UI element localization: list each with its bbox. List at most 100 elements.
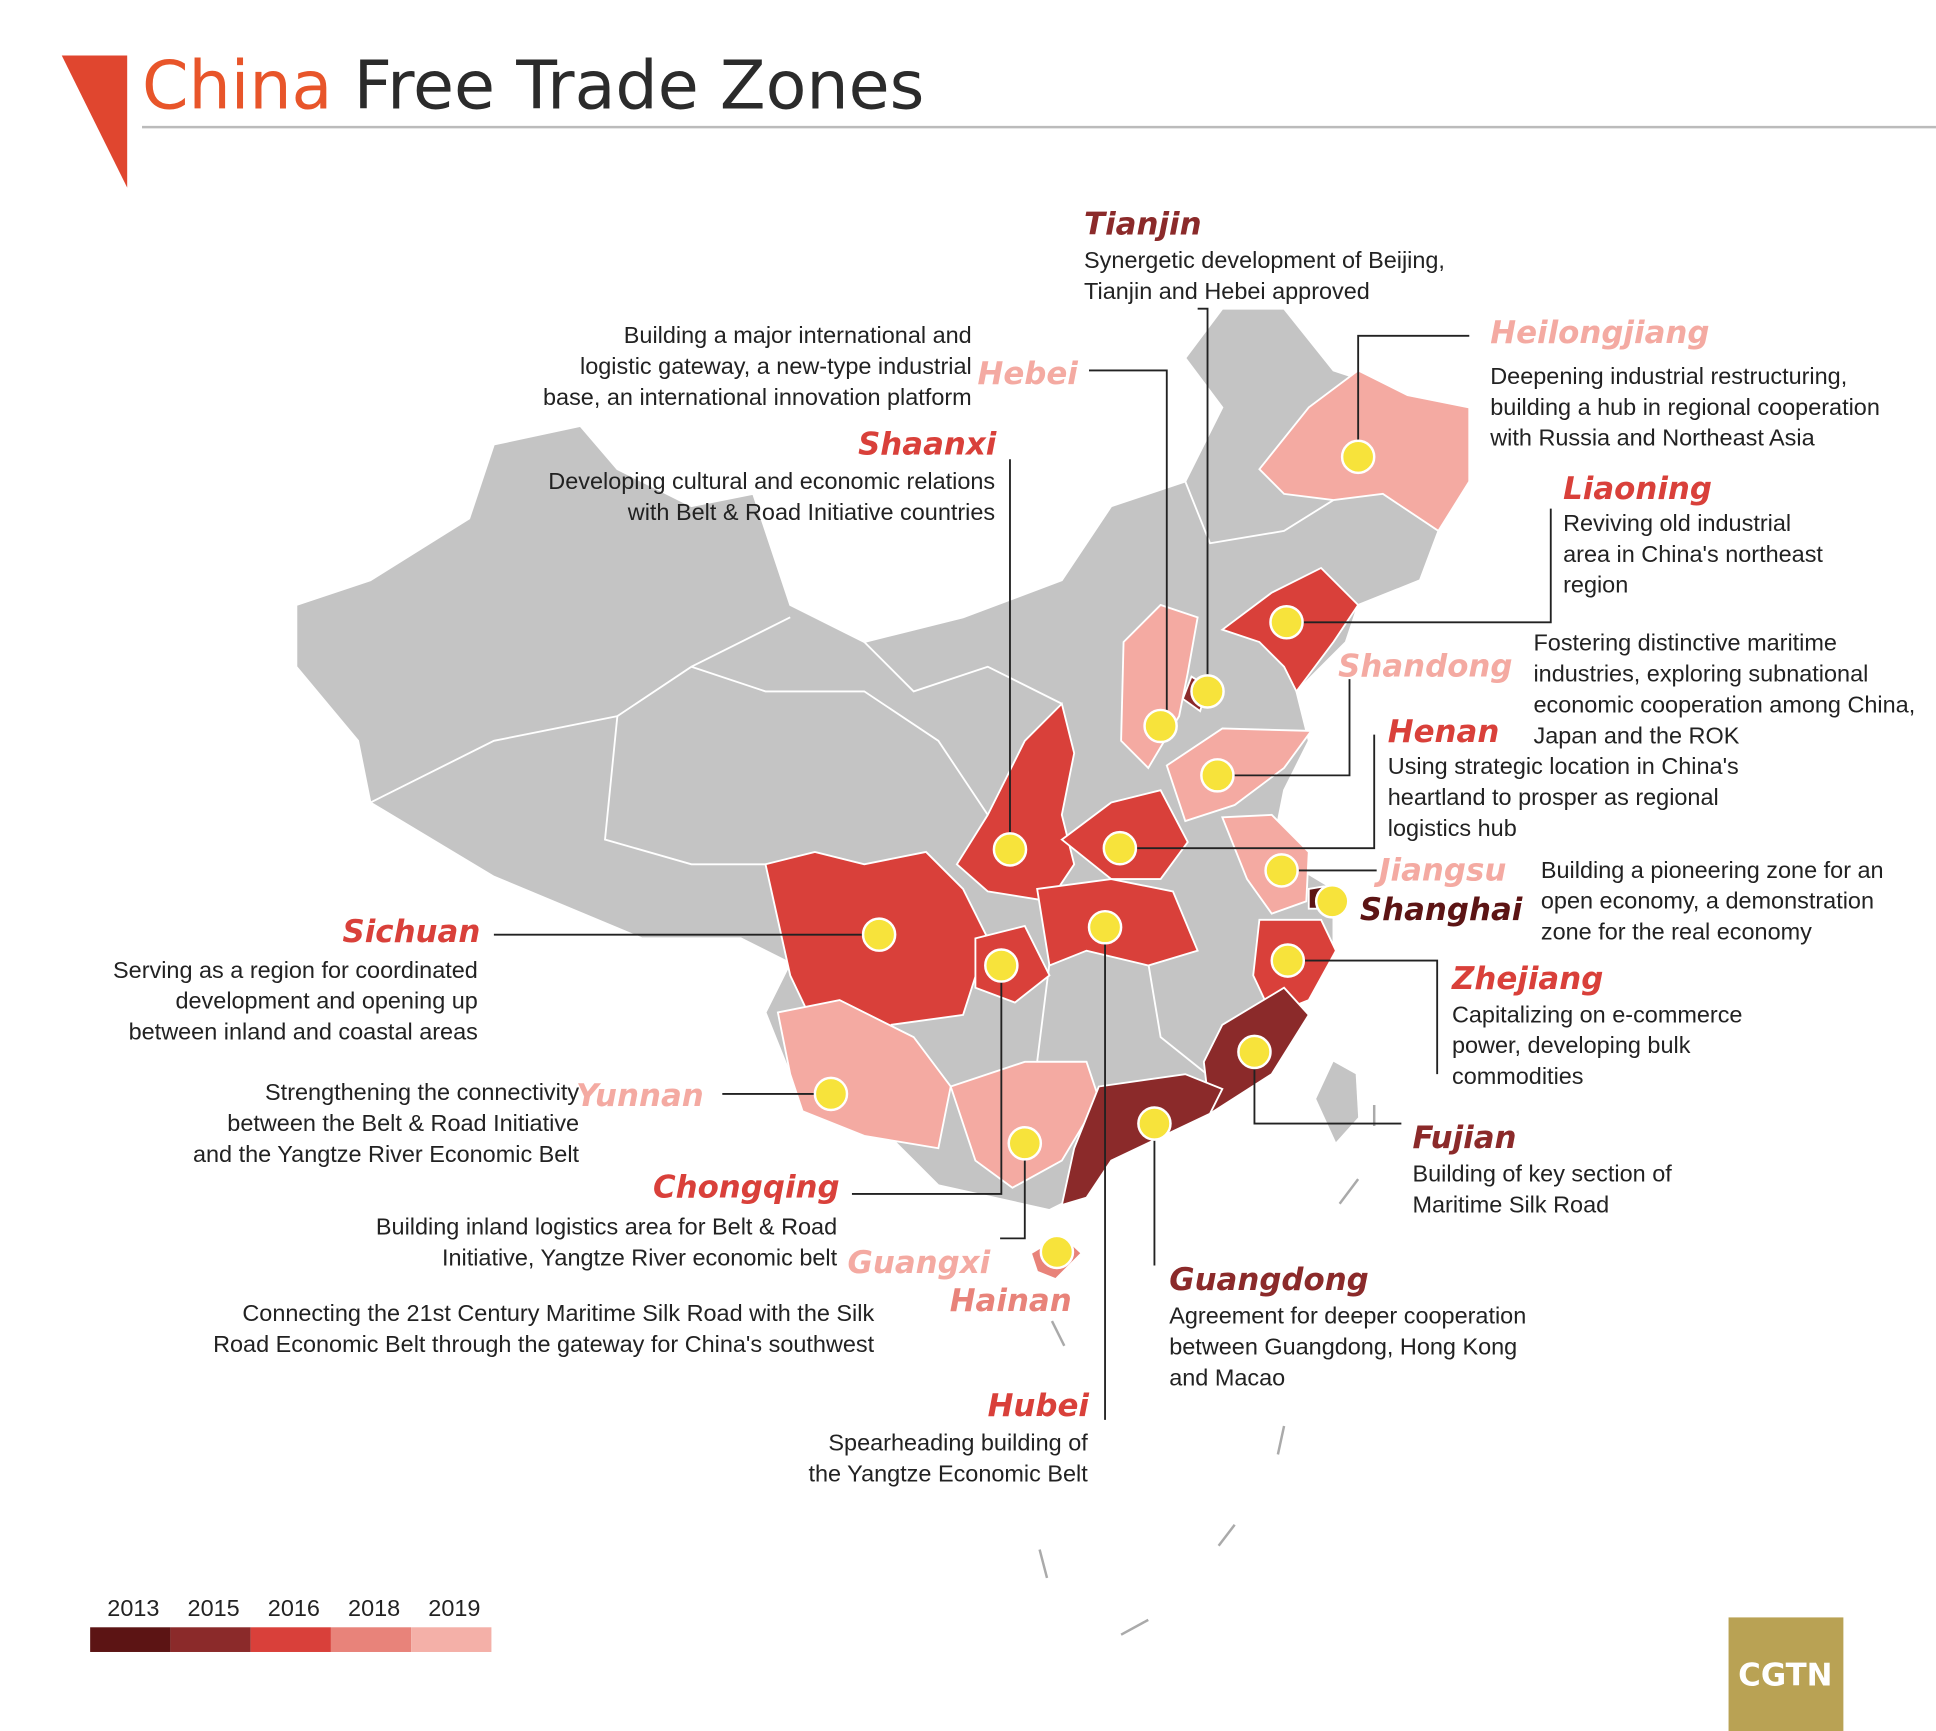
zone-description: open economy, a demonstration — [1541, 888, 1874, 914]
zone-marker — [1264, 853, 1299, 888]
zone-marker — [1007, 1126, 1043, 1161]
zone-marker — [1143, 708, 1178, 744]
zone-description: Building inland logistics area for Belt … — [376, 1214, 837, 1240]
zone-marker — [1269, 604, 1304, 640]
sea-dashes — [1038, 1105, 1376, 1636]
zone-name: Liaoning — [1563, 471, 1712, 507]
zone-marker — [1102, 830, 1138, 866]
zone-name: Chongqing — [653, 1170, 840, 1206]
zone-description: Serving as a region for coordinated — [113, 957, 478, 983]
zone-description: Connecting the 21st Century Maritime Sil… — [242, 1300, 874, 1326]
zone-description: development and opening up — [175, 988, 477, 1014]
zone-name: Shandong — [1338, 649, 1512, 685]
leader-line — [1088, 369, 1168, 726]
legend-label: 2013 — [107, 1595, 159, 1621]
zone-marker — [1190, 674, 1225, 709]
leader-line — [1286, 508, 1552, 624]
zone-name: Yunnan — [576, 1078, 704, 1114]
zone-name: Fujian — [1412, 1120, 1516, 1156]
zone-description: Deepening industrial restructuring, — [1490, 363, 1847, 389]
dash — [1217, 1524, 1236, 1547]
taiwan — [1316, 1061, 1359, 1143]
zone-name: Hubei — [988, 1388, 1090, 1424]
zone-marker — [1270, 943, 1306, 978]
zone-description: Road Economic Belt through the gateway f… — [213, 1331, 875, 1357]
province — [776, 999, 952, 1150]
zone-description: Reviving old industrial — [1563, 510, 1791, 536]
leader-line — [1253, 1051, 1402, 1125]
zone-name: Shaanxi — [858, 426, 997, 462]
zone-description: with Belt & Road Initiative countries — [627, 499, 995, 525]
zone-description: heartland to prosper as regional — [1388, 784, 1719, 810]
border — [691, 665, 989, 816]
zone-marker — [861, 917, 897, 952]
province — [1060, 1073, 1224, 1207]
zone-marker — [1314, 884, 1350, 919]
zone-description: Developing cultural and economic relatio… — [548, 468, 995, 494]
zone-description: and the Yangtze River Economic Belt — [193, 1141, 580, 1167]
legend-label: 2016 — [268, 1595, 320, 1621]
zone-description: Japan and the ROK — [1533, 722, 1739, 748]
zone-description: logistics hub — [1388, 815, 1517, 841]
zone-description: logistic gateway, a new-type industrial — [580, 353, 972, 379]
zone-name: Shanghai — [1360, 892, 1523, 928]
zone-description: Synergetic development of Beijing, — [1084, 247, 1445, 273]
china-outline — [295, 307, 1471, 1211]
zone-description: and Macao — [1169, 1364, 1285, 1390]
legend-swatch — [90, 1627, 171, 1652]
zone-description: building a hub in regional cooperation — [1490, 394, 1880, 420]
zone-description: Using strategic location in China's — [1388, 753, 1739, 779]
leader-line — [1287, 959, 1439, 1075]
legend-swatch — [170, 1627, 251, 1652]
zone-marker — [1087, 909, 1123, 945]
zone-marker — [813, 1076, 849, 1112]
title-highlight: China — [142, 47, 332, 125]
leader-line — [1217, 679, 1351, 777]
zone-name: Tianjin — [1084, 207, 1202, 243]
zone-name: Hainan — [950, 1283, 1072, 1319]
border — [1147, 962, 1223, 1088]
zone-name: Henan — [1388, 714, 1500, 750]
legend-swatch — [411, 1627, 492, 1652]
border — [863, 641, 1063, 705]
border — [1184, 481, 1334, 545]
zone-marker — [984, 948, 1019, 983]
zone-marker — [1200, 758, 1235, 793]
zone-name: Zhejiang — [1451, 961, 1603, 997]
zone-description: Building a pioneering zone for an — [1541, 857, 1884, 883]
title: China Free Trade Zones — [142, 47, 924, 125]
leader-line — [851, 965, 1003, 1195]
zone-marker — [1137, 1106, 1172, 1141]
zone-marker — [1039, 1234, 1075, 1270]
legend-label: 2018 — [348, 1595, 400, 1621]
zone-description: between inland and coastal areas — [129, 1019, 478, 1045]
zone-description: Fostering distinctive maritime — [1533, 630, 1836, 656]
zone-name: Sichuan — [342, 914, 480, 950]
zone-marker — [1237, 1034, 1272, 1070]
zone-name: Guangxi — [848, 1245, 991, 1281]
dash — [1038, 1549, 1049, 1579]
zone-description: industries, exploring subnational — [1533, 661, 1868, 687]
zone-name: Guangdong — [1169, 1262, 1369, 1298]
leader-line — [1000, 1143, 1026, 1240]
zone-description: Maritime Silk Road — [1412, 1191, 1609, 1217]
legend-swatch — [330, 1627, 412, 1652]
zone-description: between the Belt & Road Initiative — [227, 1110, 579, 1136]
zone-description: the Yangtze Economic Belt — [809, 1461, 1089, 1487]
zone-description: Building a major international and — [624, 322, 972, 348]
zone-description: Tianjin and Hebei approved — [1084, 278, 1370, 304]
zone-marker — [992, 832, 1028, 867]
legend-label: 2015 — [188, 1595, 240, 1621]
legend-label: 2019 — [428, 1595, 480, 1621]
zone-description: Initiative, Yangtze River economic belt — [442, 1245, 838, 1271]
zone-description: economic cooperation among China, — [1533, 691, 1915, 717]
legend-swatch — [250, 1627, 331, 1652]
logo: CGTN — [1738, 1657, 1832, 1693]
dash — [1120, 1618, 1149, 1636]
zone-name: Heilongjiang — [1490, 315, 1709, 351]
province — [949, 1060, 1100, 1189]
zone-description: area in China's northeast — [1563, 541, 1823, 567]
zone-description: Building of key section of — [1412, 1161, 1672, 1187]
zone-description: between Guangdong, Hong Kong — [1169, 1333, 1517, 1359]
